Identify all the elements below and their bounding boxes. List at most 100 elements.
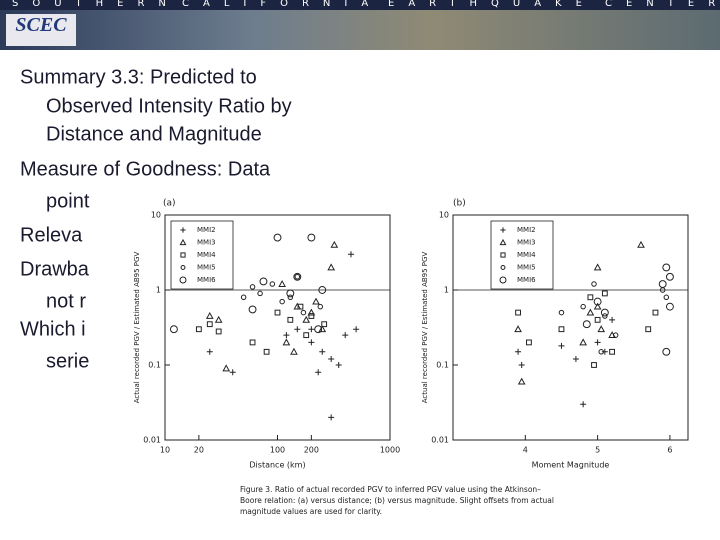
legend-label: MMI2: [197, 226, 216, 234]
data-point: [353, 326, 360, 333]
data-point: [248, 305, 257, 314]
y-axis-label: Actual recorded PGV / Estimated AB95 PGV: [421, 252, 429, 404]
data-point: [318, 286, 327, 294]
data-point: [319, 348, 326, 355]
data-point: [307, 233, 316, 242]
legend-marker: [180, 265, 186, 270]
y-tick-label: 0.01: [143, 436, 161, 445]
data-point: [214, 315, 223, 323]
data-point: [290, 347, 298, 355]
data-point: [294, 274, 301, 280]
data-point: [594, 316, 601, 323]
data-point: [580, 401, 587, 408]
y-tick-label: 0.1: [436, 361, 449, 370]
caption-line: Boore relation: (a) versus distance; (b)…: [240, 496, 554, 505]
x-axis-label: Distance (km): [249, 461, 305, 470]
data-point: [205, 311, 214, 319]
legend-marker: [180, 227, 186, 233]
data-point: [328, 414, 335, 421]
bullet-line: Drawba: [20, 258, 90, 280]
data-point: [593, 302, 602, 310]
logo-box: [6, 14, 76, 46]
data-point: [518, 362, 525, 368]
data-point: [558, 309, 565, 316]
data-point: [658, 280, 667, 289]
data-point: [602, 313, 608, 319]
data-point: [307, 308, 316, 316]
data-point: [645, 326, 652, 333]
legend-marker: [499, 276, 507, 284]
data-point: [601, 290, 608, 297]
y-tick-label: 1: [156, 286, 161, 295]
data-point: [580, 303, 586, 310]
legend-marker: [499, 238, 507, 246]
data-point: [300, 309, 307, 316]
bullet-line: Releva: [20, 224, 83, 246]
bullet-line: Observed Intensity Ratio by: [46, 95, 292, 117]
x-tick-label: 4: [523, 446, 528, 455]
data-point: [330, 240, 339, 248]
data-point: [308, 326, 315, 333]
legend-label: MMI6: [197, 276, 216, 284]
data-point: [249, 339, 256, 346]
data-point: [315, 369, 322, 376]
legend-marker: [500, 265, 506, 270]
data-point: [318, 325, 327, 333]
data-point: [591, 362, 597, 368]
data-point: [294, 326, 301, 333]
data-point: [582, 320, 591, 329]
legend-marker: [500, 227, 506, 233]
x-tick-label: 100: [270, 446, 285, 455]
data-point: [287, 294, 294, 301]
x-tick-label: 5: [595, 446, 600, 455]
data-point: [598, 349, 604, 355]
y-tick-label: 0.1: [148, 361, 161, 370]
data-point: [317, 303, 324, 310]
data-point: [579, 338, 588, 346]
data-point: [286, 289, 295, 298]
plot-frame: [452, 214, 689, 441]
data-point: [597, 325, 606, 333]
data-point: [278, 280, 287, 287]
data-point: [259, 277, 268, 286]
data-point: [263, 348, 270, 355]
data-point: [586, 308, 595, 316]
x-tick-label: 1000: [380, 446, 400, 455]
data-point: [652, 309, 659, 316]
data-point: [517, 377, 526, 385]
data-point: [314, 325, 323, 334]
data-point: [515, 348, 522, 355]
data-point: [249, 284, 256, 290]
data-point: [287, 316, 294, 323]
data-point: [293, 302, 302, 310]
legend-label: MMI5: [197, 264, 216, 272]
bullet-line: point: [46, 190, 90, 212]
legend-marker: [179, 276, 187, 284]
data-point: [662, 263, 671, 272]
banner-word: CALIFORNIA: [182, 0, 382, 9]
data-point: [593, 263, 602, 271]
data-point: [293, 272, 302, 281]
data-point: [283, 332, 290, 339]
panel-label: (a): [163, 199, 176, 209]
data-point: [526, 339, 532, 346]
data-point: [514, 325, 522, 333]
y-axis-label: Actual recorded PGV / Estimated AB95 PGV: [133, 252, 141, 404]
data-point: [591, 281, 597, 287]
data-point: [279, 298, 285, 305]
data-point: [665, 272, 674, 281]
legend-label: MMI4: [517, 251, 536, 259]
data-point: [335, 362, 342, 368]
bullet-line: Measure of Goodness: Data: [20, 158, 271, 180]
legend-marker: [180, 252, 186, 258]
data-point: [572, 356, 579, 363]
data-point: [558, 326, 565, 333]
bullet-line: Distance and Magnitude: [46, 123, 262, 145]
logo: SCEC: [15, 14, 67, 36]
legend-label: MMI3: [197, 239, 216, 247]
data-point: [169, 325, 178, 334]
legend-label: MMI3: [517, 239, 536, 247]
caption-line: Figure 3. Ratio of actual recorded PGV t…: [240, 485, 541, 494]
